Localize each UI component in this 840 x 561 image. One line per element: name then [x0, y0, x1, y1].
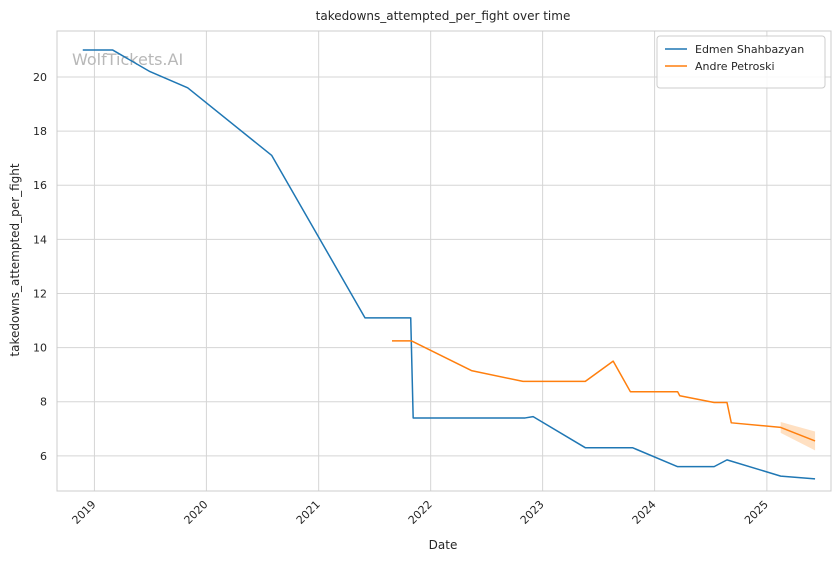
- y-tick-label: 8: [40, 396, 47, 409]
- series-line: [82, 49, 816, 480]
- y-tick-label: 14: [33, 233, 47, 246]
- x-gridlines: [93, 31, 768, 491]
- x-axis-label: Date: [429, 538, 458, 552]
- series-line: [392, 340, 816, 442]
- chart-title: takedowns_attempted_per_fight over time: [316, 9, 571, 23]
- y-tick-label: 12: [33, 287, 47, 300]
- x-tick-label: 2023: [518, 498, 547, 527]
- series-lines: [82, 49, 816, 480]
- y-tick-label: 6: [40, 450, 47, 463]
- y-tick-label: 18: [33, 125, 47, 138]
- y-axis-ticks: 6 8 10 12 14 16 18 20: [33, 71, 47, 463]
- x-tick-label: 2022: [406, 498, 435, 527]
- legend-label: Andre Petroski: [695, 60, 775, 73]
- x-tick-label: 2019: [70, 498, 99, 527]
- y-axis-label: takedowns_attempted_per_fight: [8, 163, 22, 356]
- y-gridlines: [57, 76, 831, 457]
- plot-background: [57, 31, 831, 491]
- x-axis-ticks: 2019 2020 2021 2022 2023 2024 2025: [70, 498, 771, 527]
- x-tick-label: 2025: [742, 498, 771, 527]
- x-tick-label: 2020: [182, 498, 211, 527]
- y-tick-label: 16: [33, 179, 47, 192]
- y-tick-label: 20: [33, 71, 47, 84]
- legend: Edmen Shahbazyan Andre Petroski: [656, 35, 826, 89]
- y-tick-label: 10: [33, 342, 47, 355]
- legend-label: Edmen Shahbazyan: [695, 43, 804, 56]
- confidence-band: [780, 422, 816, 451]
- confidence-bands: [780, 422, 816, 451]
- plot-area: WolfTickets.AI: [56, 30, 832, 492]
- legend-box: [656, 35, 826, 89]
- x-tick-label: 2021: [294, 498, 323, 527]
- plot-frame: [56, 30, 832, 492]
- x-tick-label: 2024: [630, 498, 659, 527]
